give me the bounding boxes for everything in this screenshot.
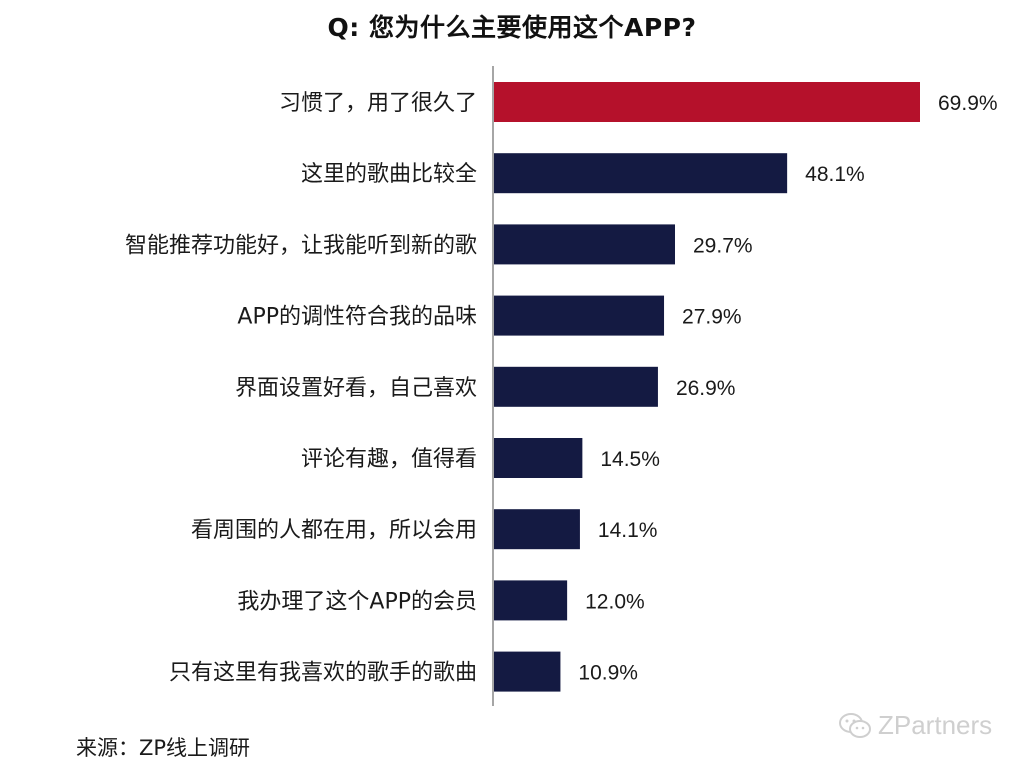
data-label: 10.9% [578, 662, 638, 685]
data-label: 12.0% [585, 590, 645, 613]
bar [494, 438, 583, 478]
data-label: 27.9% [682, 306, 742, 329]
category-label: 界面设置好看，自己喜欢 [235, 376, 477, 401]
category-label: 看周围的人都在用，所以会用 [191, 518, 477, 543]
data-label: 26.9% [676, 377, 736, 400]
data-label: 14.5% [600, 448, 660, 471]
category-label: 评论有趣，值得看 [301, 447, 477, 472]
watermark: ZPartners [838, 710, 992, 741]
category-label: APP的调性符合我的品味 [237, 305, 477, 330]
data-label: 69.9% [938, 92, 998, 115]
category-label: 只有这里有我喜欢的歌手的歌曲 [169, 661, 477, 686]
category-label: 习惯了，用了很久了 [279, 91, 477, 116]
bar [494, 153, 788, 194]
bar [494, 509, 580, 550]
bar [494, 295, 665, 336]
bar [494, 580, 568, 621]
bar [494, 224, 676, 265]
wechat-icon [839, 712, 871, 738]
chart-title: Q: 您为什么主要使用这个APP? [327, 13, 697, 42]
data-label: 29.7% [693, 234, 753, 257]
category-label: 智能推荐功能好，让我能听到新的歌 [125, 233, 477, 258]
data-label: 48.1% [805, 163, 865, 186]
data-label: 14.1% [598, 519, 658, 542]
category-label: 这里的歌曲比较全 [301, 162, 477, 187]
bar [494, 651, 561, 692]
category-label: 我办理了这个APP的会员 [237, 589, 477, 614]
source-note: 来源：ZP线上调研 [76, 736, 251, 760]
bar [494, 82, 920, 122]
watermark-text: ZPartners [878, 710, 993, 740]
bar [494, 366, 658, 407]
